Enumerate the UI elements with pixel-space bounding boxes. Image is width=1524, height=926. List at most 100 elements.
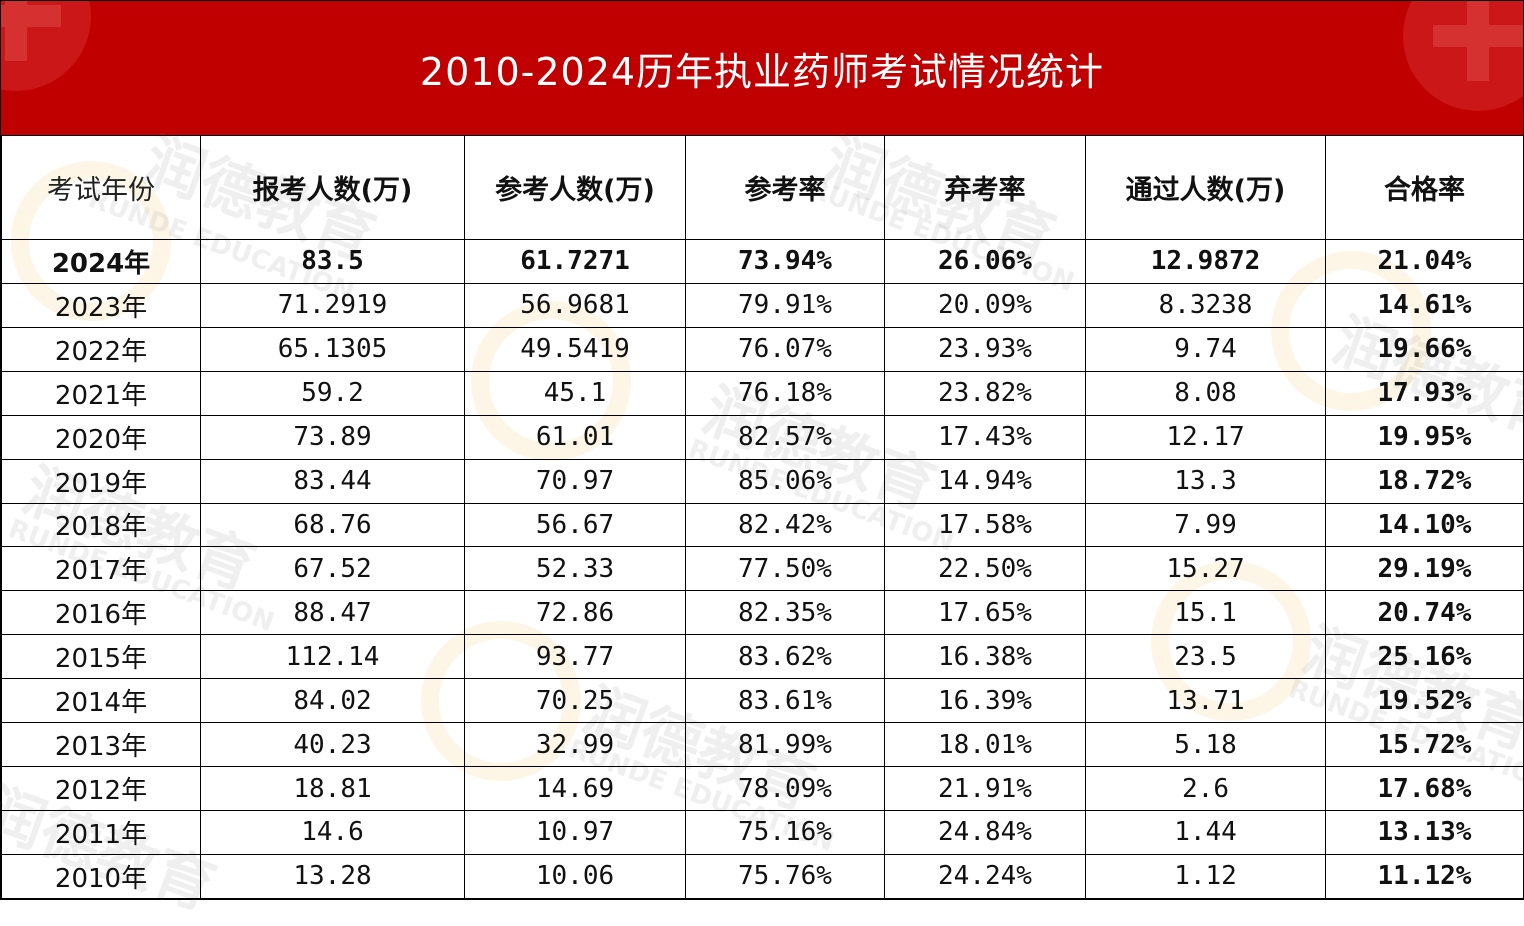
table-cell: 17.68% — [1325, 766, 1524, 811]
year-cell: 2010年 — [1, 853, 201, 900]
table-cell: 14.6 — [200, 809, 465, 855]
column-header: 考试年份 — [1, 135, 201, 240]
table-body: 2024年 83.5 61.7271 73.94% 26.06% 12.9872 21.04… — [1, 239, 1524, 900]
table-cell: 83.61% — [685, 678, 885, 724]
year-cell: 2015年 — [1, 634, 201, 680]
table-row: 2016年 88.47 72.86 82.35% 17.65% 15.1 20.74% — [1, 590, 1524, 636]
table-cell: 88.47 — [200, 590, 465, 636]
table-cell: 5.18 — [1085, 722, 1326, 768]
table-row: 2015年 112.14 93.77 83.62% 16.38% 23.5 25.16% — [1, 634, 1524, 680]
table-cell: 49.5419 — [464, 326, 686, 372]
table-cell: 56.67 — [464, 502, 686, 548]
logo-left-icon — [1, 1, 91, 91]
table-cell: 73.94% — [685, 239, 885, 284]
table-cell: 68.76 — [200, 502, 465, 548]
table-row: 2020年 73.89 61.01 82.57% 17.43% 12.17 19.95% — [1, 414, 1524, 460]
table-cell: 12.17 — [1085, 414, 1326, 460]
table-cell: 71.2919 — [200, 282, 465, 328]
year-cell: 2017年 — [1, 546, 201, 592]
table-cell: 32.99 — [464, 722, 686, 768]
year-cell: 2014年 — [1, 678, 201, 724]
table-cell: 8.08 — [1085, 370, 1326, 416]
table-row: 2011年 14.6 10.97 75.16% 24.84% 1.44 13.13% — [1, 809, 1524, 855]
table-cell: 13.3 — [1085, 458, 1326, 504]
column-header: 参考率 — [685, 135, 885, 240]
table-cell: 20.09% — [884, 282, 1086, 328]
table-cell: 70.25 — [464, 678, 686, 724]
table-cell: 10.06 — [464, 853, 686, 900]
table-cell: 78.09% — [685, 766, 885, 811]
table-cell: 22.50% — [884, 546, 1086, 592]
table-row: 2021年 59.2 45.1 76.18% 23.82% 8.08 17.93% — [1, 370, 1524, 416]
table-cell: 61.7271 — [464, 239, 686, 284]
table-cell: 18.01% — [884, 722, 1086, 768]
table-cell: 52.33 — [464, 546, 686, 592]
table-cell: 15.27 — [1085, 546, 1326, 592]
table-row: 2010年 13.28 10.06 75.76% 24.24% 1.12 11.12% — [1, 853, 1524, 900]
table-cell: 83.62% — [685, 634, 885, 680]
table-cell: 45.1 — [464, 370, 686, 416]
table-cell: 79.91% — [685, 282, 885, 328]
table-cell: 24.24% — [884, 853, 1086, 900]
table-cell: 19.66% — [1325, 326, 1524, 372]
year-cell: 2024年 — [1, 239, 201, 284]
table-cell: 17.58% — [884, 502, 1086, 548]
column-header: 参考人数(万) — [464, 135, 686, 240]
table-cell: 18.81 — [200, 766, 465, 811]
table-cell: 7.99 — [1085, 502, 1326, 548]
logo-right-icon — [1403, 1, 1523, 111]
table-cell: 85.06% — [685, 458, 885, 504]
table-cell: 17.43% — [884, 414, 1086, 460]
table-cell: 10.97 — [464, 809, 686, 855]
table-cell: 14.61% — [1325, 282, 1524, 328]
table-cell: 75.76% — [685, 853, 885, 900]
table-cell: 72.86 — [464, 590, 686, 636]
year-cell: 2020年 — [1, 414, 201, 460]
table-cell: 8.3238 — [1085, 282, 1326, 328]
column-header: 通过人数(万) — [1085, 135, 1326, 240]
table-cell: 82.35% — [685, 590, 885, 636]
table-cell: 16.39% — [884, 678, 1086, 724]
year-cell: 2013年 — [1, 722, 201, 768]
table-cell: 2.6 — [1085, 766, 1326, 811]
table-cell: 24.84% — [884, 809, 1086, 855]
table-cell: 73.89 — [200, 414, 465, 460]
table-cell: 23.82% — [884, 370, 1086, 416]
table-cell: 13.28 — [200, 853, 465, 900]
table-cell: 20.74% — [1325, 590, 1524, 636]
table-cell: 84.02 — [200, 678, 465, 724]
table-row: 2018年 68.76 56.67 82.42% 17.58% 7.99 14.10% — [1, 502, 1524, 548]
table-cell: 40.23 — [200, 722, 465, 768]
table-cell: 76.18% — [685, 370, 885, 416]
table-cell: 23.5 — [1085, 634, 1326, 680]
year-cell: 2011年 — [1, 809, 201, 855]
table-cell: 17.93% — [1325, 370, 1524, 416]
table-row: 2023年 71.2919 56.9681 79.91% 20.09% 8.3238 14.… — [1, 282, 1524, 328]
table-cell: 1.44 — [1085, 809, 1326, 855]
table-cell: 83.5 — [200, 239, 465, 284]
year-cell: 2012年 — [1, 766, 201, 811]
table-cell: 14.10% — [1325, 502, 1524, 548]
table-header-row: 考试年份 报考人数(万) 参考人数(万) 参考率 弃考率 通过人数(万) 合格率 — [1, 135, 1524, 240]
column-header: 合格率 — [1325, 135, 1524, 240]
table-cell: 29.19% — [1325, 546, 1524, 592]
table-cell: 61.01 — [464, 414, 686, 460]
table-cell: 67.52 — [200, 546, 465, 592]
year-cell: 2016年 — [1, 590, 201, 636]
table-cell: 112.14 — [200, 634, 465, 680]
table-cell: 15.72% — [1325, 722, 1524, 768]
stats-table: 考试年份 报考人数(万) 参考人数(万) 参考率 弃考率 通过人数(万) 合格率 2024年… — [1, 135, 1524, 900]
table-row: 2022年 65.1305 49.5419 76.07% 23.93% 9.74 19.66… — [1, 326, 1524, 372]
table-cell: 59.2 — [200, 370, 465, 416]
year-cell: 2021年 — [1, 370, 201, 416]
page-title: 2010-2024历年执业药师考试情况统计 — [419, 49, 1105, 94]
table-cell: 21.91% — [884, 766, 1086, 811]
column-header: 报考人数(万) — [200, 135, 465, 240]
table-cell: 75.16% — [685, 809, 885, 855]
table-cell: 70.97 — [464, 458, 686, 504]
table-cell: 23.93% — [884, 326, 1086, 372]
table-cell: 13.71 — [1085, 678, 1326, 724]
table-row: 2014年 84.02 70.25 83.61% 16.39% 13.71 19.52% — [1, 678, 1524, 724]
table-cell: 82.42% — [685, 502, 885, 548]
